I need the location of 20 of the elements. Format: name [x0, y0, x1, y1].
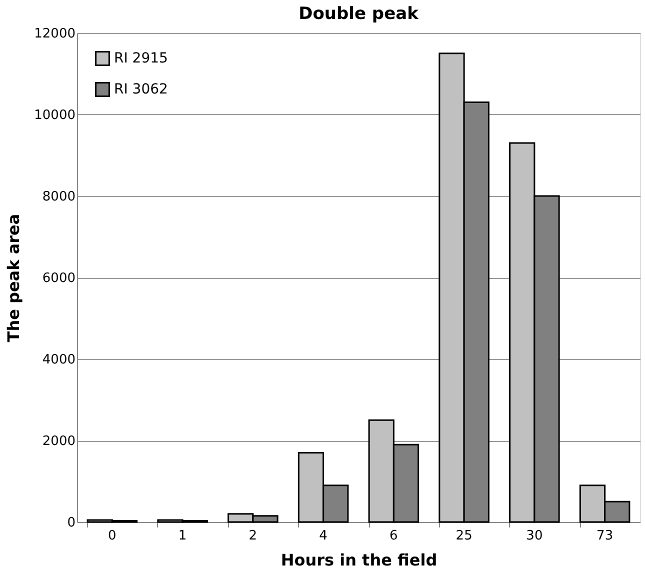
y-tick-label: 0 — [67, 516, 76, 530]
x-tick-label: 73 — [596, 528, 614, 544]
x-tick-label: 0 — [108, 528, 116, 544]
x-tick-label: 4 — [319, 528, 328, 544]
y-tick-label: 4000 — [42, 352, 76, 368]
x-tick-label: 6 — [390, 528, 398, 544]
y-axis-title: The peak area — [4, 214, 24, 342]
x-tick-label: 2 — [248, 528, 258, 544]
x-tick-label: 1 — [178, 528, 187, 544]
y-tick-label: 10000 — [34, 108, 76, 123]
legend-label: RI 2915 — [114, 50, 168, 66]
y-tick-label: 2000 — [42, 434, 76, 449]
y-tick-label: 8000 — [42, 190, 76, 204]
chart-title: Double peak — [298, 4, 420, 24]
x-tick-label: 25 — [456, 528, 472, 544]
y-tick-label: 12000 — [34, 26, 76, 42]
x-tick-label: 30 — [526, 528, 543, 544]
y-tick-label: 6000 — [42, 271, 76, 286]
x-axis-title: Hours in the field — [280, 550, 438, 570]
legend-label: RI 3062 — [114, 82, 168, 98]
